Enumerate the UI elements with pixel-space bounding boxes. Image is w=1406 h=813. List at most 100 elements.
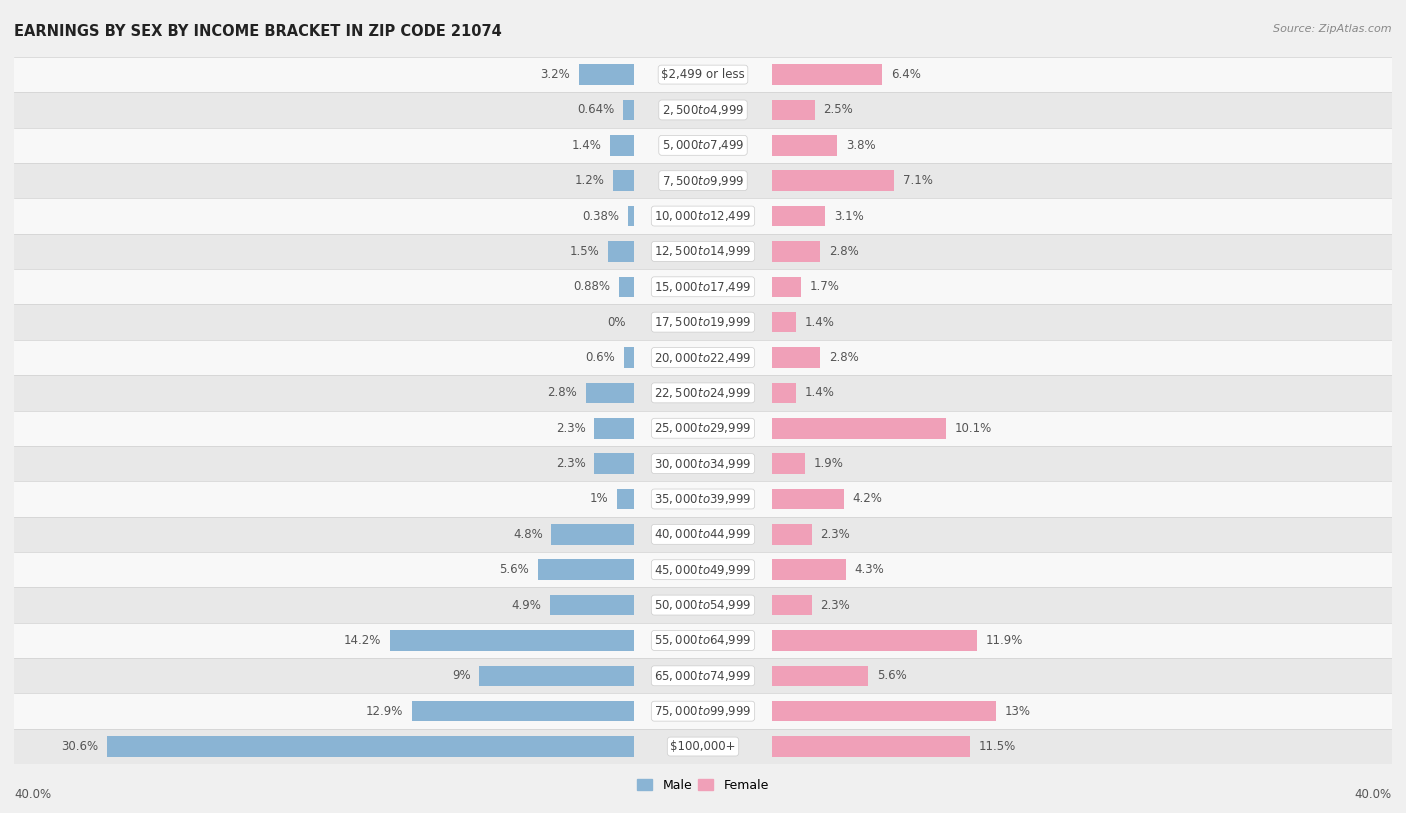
Text: $40,000 to $44,999: $40,000 to $44,999 [654,528,752,541]
Bar [14,128,1392,163]
Text: 3.1%: 3.1% [834,210,863,223]
Bar [772,524,811,545]
Bar [14,233,1392,269]
Bar [14,92,1392,128]
Bar [14,57,1392,92]
Text: 2.5%: 2.5% [824,103,853,116]
Text: 1.4%: 1.4% [804,386,835,399]
Bar [14,517,1392,552]
Text: $75,000 to $99,999: $75,000 to $99,999 [654,704,752,718]
Bar [14,304,1392,340]
Text: $2,499 or less: $2,499 or less [661,68,745,81]
Text: $100,000+: $100,000+ [671,740,735,753]
Text: 7.1%: 7.1% [903,174,932,187]
Bar [624,347,634,367]
Text: $65,000 to $74,999: $65,000 to $74,999 [654,669,752,683]
Text: 1%: 1% [589,493,609,506]
Text: 1.4%: 1.4% [804,315,835,328]
Bar [14,587,1392,623]
Text: 4.9%: 4.9% [512,598,541,611]
Bar [772,347,820,367]
Text: 1.7%: 1.7% [810,280,839,293]
Bar [772,241,820,262]
Text: 2.3%: 2.3% [557,422,586,435]
Text: 5.6%: 5.6% [499,563,529,576]
Text: Source: ZipAtlas.com: Source: ZipAtlas.com [1274,24,1392,34]
Bar [537,559,634,580]
Text: $20,000 to $22,499: $20,000 to $22,499 [654,350,752,364]
Bar [551,524,634,545]
Bar [14,340,1392,375]
Bar [772,701,995,721]
Text: $30,000 to $34,999: $30,000 to $34,999 [654,457,752,471]
Text: 1.5%: 1.5% [569,245,599,258]
Text: $15,000 to $17,499: $15,000 to $17,499 [654,280,752,293]
Text: $25,000 to $29,999: $25,000 to $29,999 [654,421,752,435]
Text: $17,500 to $19,999: $17,500 to $19,999 [654,315,752,329]
Bar [14,269,1392,304]
Text: $12,500 to $14,999: $12,500 to $14,999 [654,245,752,259]
Text: 0.88%: 0.88% [574,280,610,293]
Text: 0.64%: 0.64% [578,103,614,116]
Text: 4.3%: 4.3% [855,563,884,576]
Text: 6.4%: 6.4% [891,68,921,81]
Text: 10.1%: 10.1% [955,422,991,435]
Text: 2.8%: 2.8% [547,386,578,399]
Text: 4.2%: 4.2% [853,493,883,506]
Bar [772,666,869,686]
Bar [609,241,634,262]
Text: 13%: 13% [1004,705,1031,718]
Bar [389,630,634,650]
Text: $10,000 to $12,499: $10,000 to $12,499 [654,209,752,223]
Text: $22,500 to $24,999: $22,500 to $24,999 [654,386,752,400]
Text: 2.8%: 2.8% [828,351,859,364]
Text: 3.8%: 3.8% [846,139,876,152]
Bar [14,659,1392,693]
Bar [14,623,1392,659]
Bar [772,595,811,615]
Bar [772,64,882,85]
Bar [412,701,634,721]
Text: 1.9%: 1.9% [813,457,844,470]
Bar [772,737,970,757]
Text: $45,000 to $49,999: $45,000 to $49,999 [654,563,752,576]
Text: 2.8%: 2.8% [828,245,859,258]
Text: 5.6%: 5.6% [877,669,907,682]
Bar [772,276,801,297]
Text: $35,000 to $39,999: $35,000 to $39,999 [654,492,752,506]
Bar [14,552,1392,587]
Text: 4.8%: 4.8% [513,528,543,541]
Bar [586,383,634,403]
Bar [14,163,1392,198]
Bar [14,446,1392,481]
Bar [479,666,634,686]
Bar [772,312,796,333]
Bar [772,135,838,155]
Text: 40.0%: 40.0% [1355,788,1392,801]
Bar [579,64,634,85]
Bar [14,481,1392,517]
Text: 11.9%: 11.9% [986,634,1022,647]
Text: 1.2%: 1.2% [575,174,605,187]
Text: 3.2%: 3.2% [541,68,571,81]
Text: $55,000 to $64,999: $55,000 to $64,999 [654,633,752,647]
Bar [772,630,977,650]
Bar [14,693,1392,729]
Text: 0.38%: 0.38% [582,210,619,223]
Bar [14,729,1392,764]
Bar [772,454,804,474]
Bar [14,198,1392,234]
Text: $50,000 to $54,999: $50,000 to $54,999 [654,598,752,612]
Bar [617,489,634,509]
Text: 11.5%: 11.5% [979,740,1015,753]
Bar [772,489,844,509]
Bar [107,737,634,757]
Text: EARNINGS BY SEX BY INCOME BRACKET IN ZIP CODE 21074: EARNINGS BY SEX BY INCOME BRACKET IN ZIP… [14,24,502,39]
Text: 2.3%: 2.3% [820,528,849,541]
Bar [772,559,846,580]
Bar [619,276,634,297]
Bar [772,383,796,403]
Text: 2.3%: 2.3% [557,457,586,470]
Text: 2.3%: 2.3% [820,598,849,611]
Legend: Male, Female: Male, Female [633,774,773,797]
